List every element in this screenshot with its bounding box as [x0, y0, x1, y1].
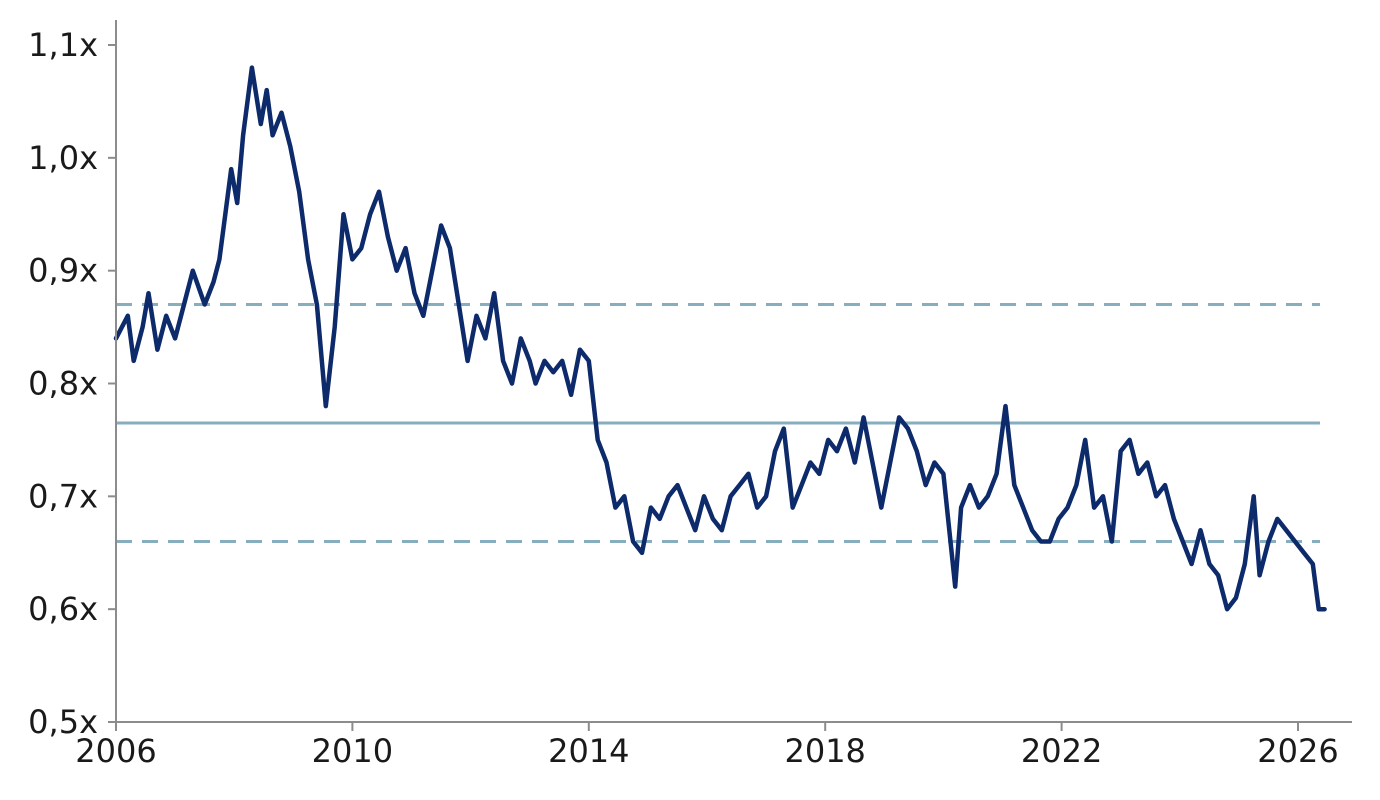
y-tick-label: 0,8x	[28, 365, 98, 403]
x-tick-label: 2006	[75, 732, 156, 770]
x-tick-label: 2014	[548, 732, 629, 770]
axes	[115, 20, 1352, 723]
reference-lines	[116, 303, 1320, 543]
y-tick-label: 1,0x	[28, 139, 98, 177]
y-tick-label: 0,9x	[28, 252, 98, 290]
x-tick-label: 2010	[312, 732, 393, 770]
x-tick-label: 2026	[1257, 732, 1338, 770]
series-line	[113, 65, 1327, 612]
x-ticks: 2006 2010 2014 2018 2022 2026	[75, 722, 1339, 770]
y-tick-label: 0,7x	[28, 477, 98, 515]
x-tick-label: 2022	[1021, 732, 1102, 770]
y-tick-label: 0,5x	[28, 703, 98, 741]
y-ticks: 0,5x 0,6x 0,7x 0,8x 0,9x 1,0x 1,1x	[28, 26, 116, 741]
y-tick-label: 1,1x	[28, 26, 98, 64]
x-tick-label: 2018	[784, 732, 865, 770]
y-tick-label: 0,6x	[28, 590, 98, 628]
